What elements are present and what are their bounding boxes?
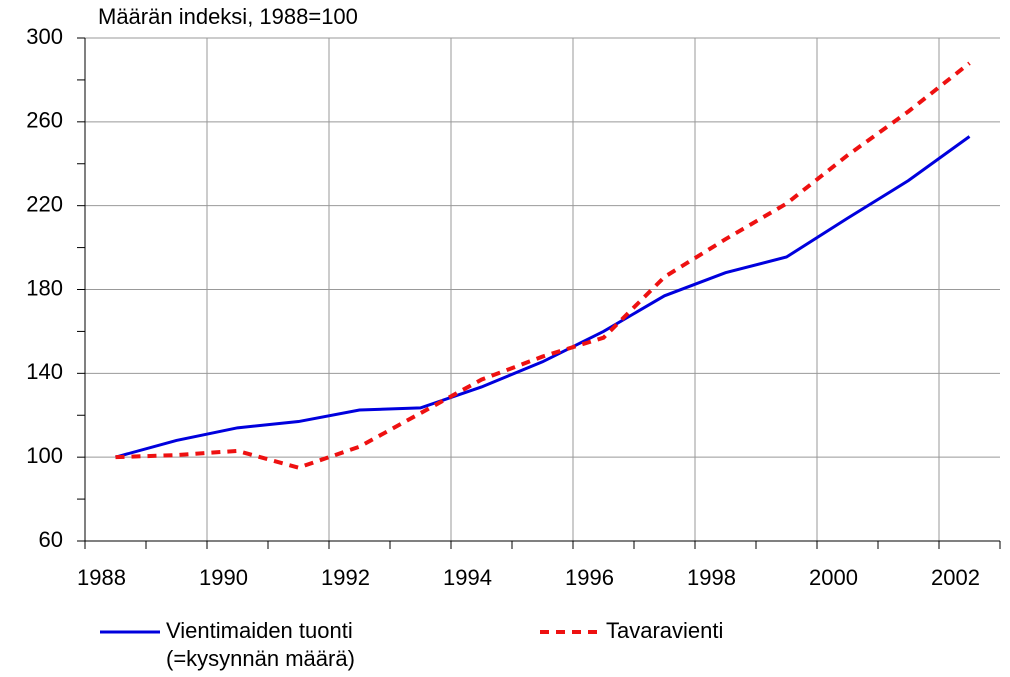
x-tick-label: 1998 [687, 565, 736, 590]
x-tick-label: 2000 [809, 565, 858, 590]
series-line [115, 61, 971, 470]
y-tick-label: 180 [26, 275, 63, 300]
y-tick-label: 60 [39, 527, 63, 552]
y-tick-label: 300 [26, 24, 63, 49]
y-tick-label: 260 [26, 108, 63, 133]
x-tick-label: 1988 [77, 565, 126, 590]
legend-label: Tavaravienti [606, 618, 724, 643]
y-tick-label: 220 [26, 191, 63, 216]
y-tick-label: 140 [26, 359, 63, 384]
x-tick-label: 2002 [931, 565, 980, 590]
chart-title: Määrän indeksi, 1988=100 [98, 4, 358, 29]
x-tick-label: 1994 [443, 565, 492, 590]
x-tick-label: 1990 [199, 565, 248, 590]
series-line [115, 135, 971, 459]
x-tick-label: 1992 [321, 565, 370, 590]
x-tick-label: 1996 [565, 565, 614, 590]
legend-label: Vientimaiden tuonti (=kysynnän määrä) [166, 618, 355, 671]
y-tick-label: 100 [26, 443, 63, 468]
